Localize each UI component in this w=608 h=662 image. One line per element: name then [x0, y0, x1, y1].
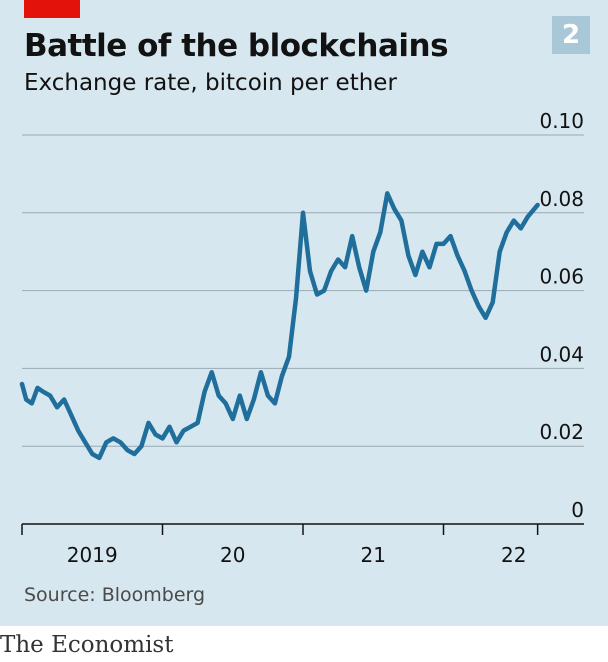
series-line	[19, 191, 540, 461]
x-tick-label: 21	[361, 543, 386, 567]
y-tick-label: 0.06	[539, 265, 584, 289]
chart-panel	[0, 0, 608, 626]
line-chart: 0.10 0.08 0.06 0.04 0.02 0 2019 20 21 22	[19, 110, 584, 567]
y-tick-labels: 0.10 0.08 0.06 0.04 0.02 0	[539, 110, 584, 522]
publisher-logo: The Economist	[0, 632, 174, 658]
x-axis	[21, 523, 584, 535]
y-tick-label: 0.10	[539, 110, 584, 133]
y-tick-label: 0.04	[539, 342, 584, 366]
x-tick-label: 2019	[67, 543, 118, 567]
x-tick-label: 20	[220, 543, 245, 567]
x-tick-label: 22	[501, 543, 526, 567]
data-series	[19, 191, 540, 461]
x-tick-labels: 2019 20 21 22	[67, 543, 527, 567]
chart-title: Battle of the blockchains	[24, 28, 449, 64]
y-tick-label: 0.08	[539, 187, 584, 211]
y-tick-label: 0.02	[539, 420, 584, 444]
brand-red-tag	[24, 0, 80, 18]
chart-number-badge: 2	[552, 16, 590, 54]
grid-lines	[22, 134, 584, 447]
y-tick-label: 0	[571, 498, 584, 522]
chart-subtitle: Exchange rate, bitcoin per ether	[24, 70, 397, 96]
source-note: Source: Bloomberg	[24, 584, 206, 606]
